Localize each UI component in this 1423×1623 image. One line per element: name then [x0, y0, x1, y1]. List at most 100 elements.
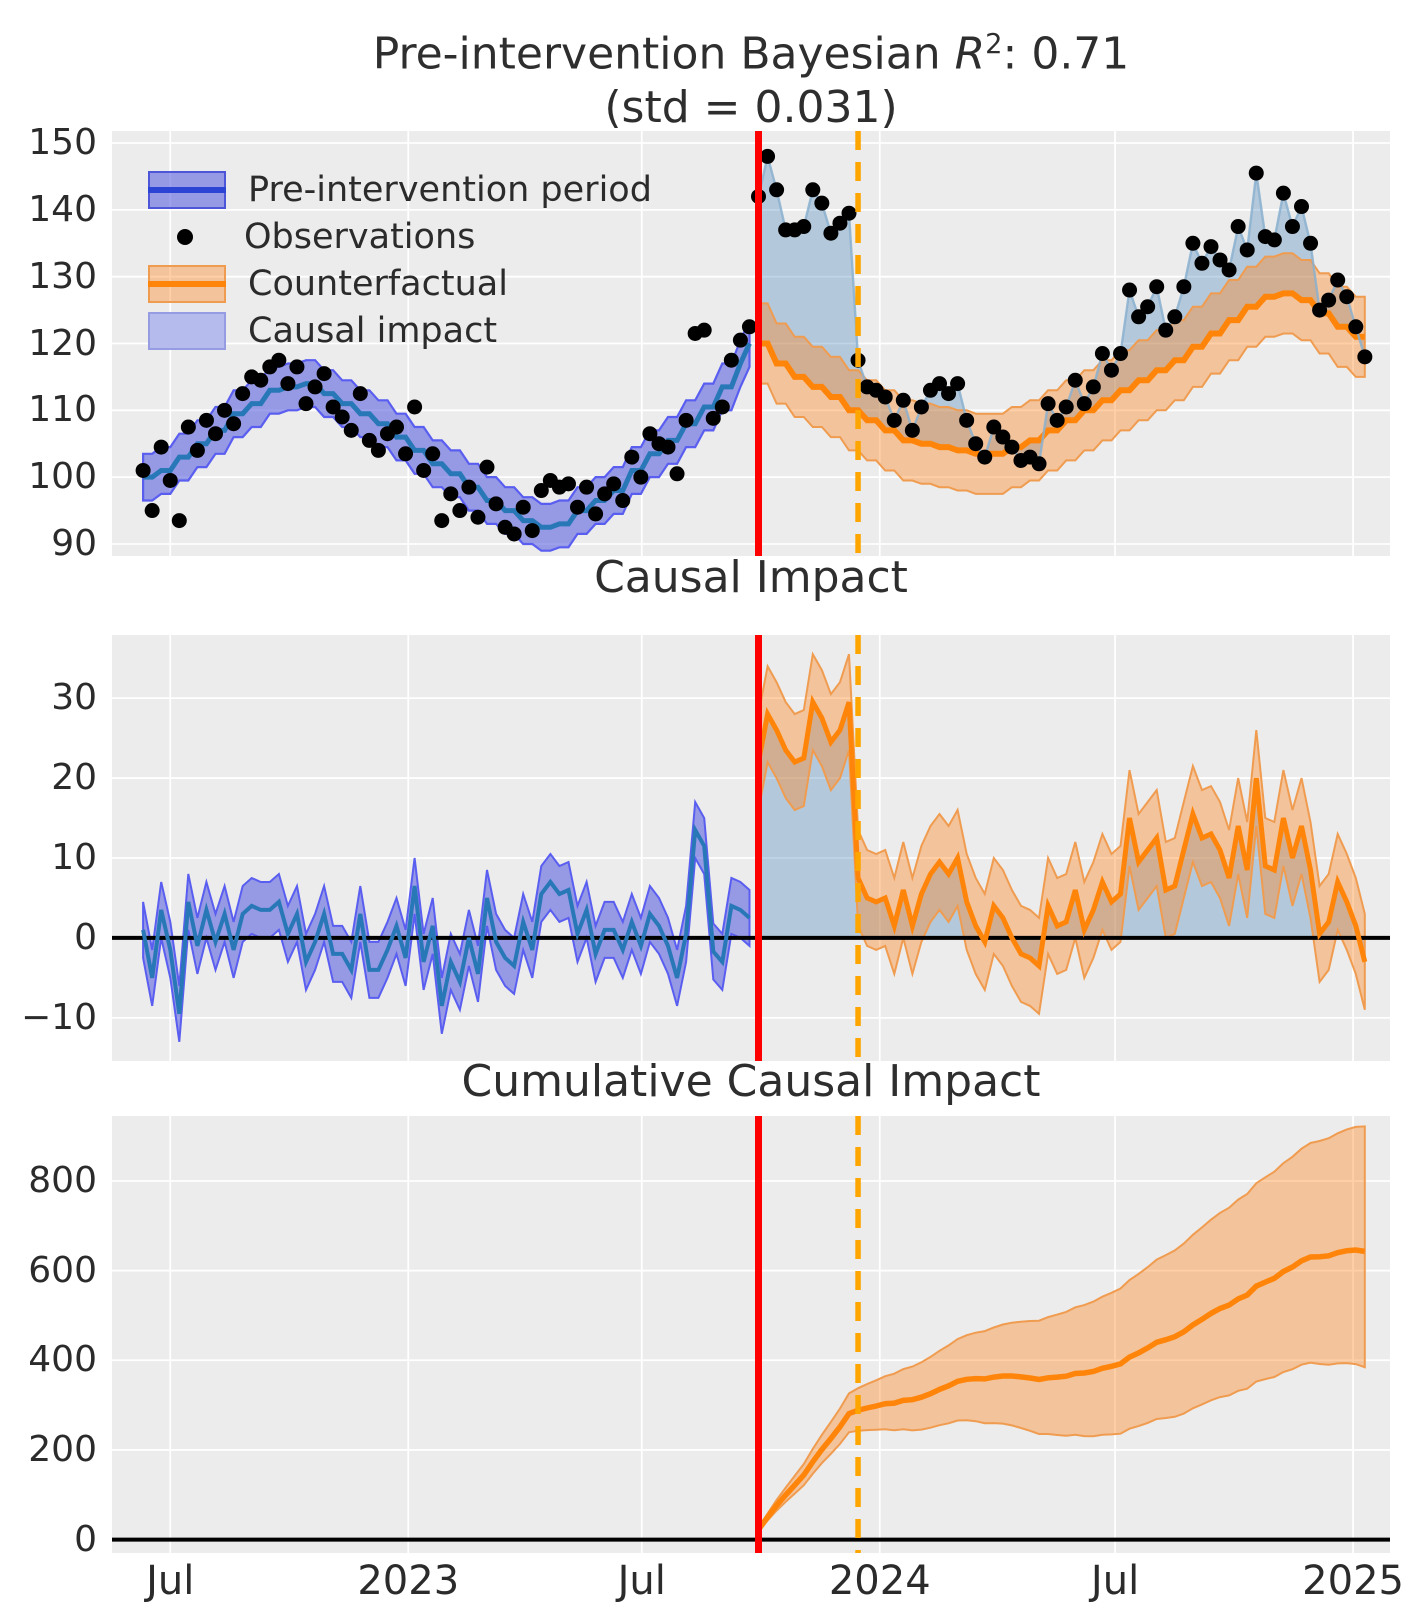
cumulative-band [757, 1125, 1366, 1535]
chart1-title-line1: Pre-intervention Bayesian R2: 0.71 [112, 18, 1390, 81]
observation-dot [1275, 185, 1291, 201]
observation-dot [678, 412, 694, 428]
observation-dot [389, 419, 404, 435]
observation-dot [1212, 252, 1228, 268]
observation-dot [1339, 289, 1355, 305]
observation-dot [877, 389, 893, 405]
observation-dot [741, 319, 757, 335]
impact-pre-line [141, 823, 751, 1015]
observation-dot [714, 399, 730, 415]
observation-dot [823, 225, 839, 241]
observations-dot-icon [148, 220, 222, 254]
observation-dot [1330, 272, 1346, 288]
y-tick-label: 20 [51, 757, 97, 799]
observation-dot [479, 459, 495, 475]
observation-dot [470, 509, 486, 525]
observation-dot [1185, 235, 1201, 251]
observation-dot [1321, 292, 1337, 308]
observation-dot [280, 376, 296, 392]
observation-dot [352, 386, 368, 402]
observation-dot [904, 422, 920, 438]
observation-dot [1040, 396, 1056, 412]
observation-dot [1122, 282, 1138, 298]
observation-dot [334, 409, 350, 425]
observation-dot [153, 439, 169, 455]
observation-dot [434, 513, 450, 529]
observation-dot [162, 472, 178, 488]
band-orange-icon [148, 264, 226, 303]
observation-dot [515, 499, 531, 515]
impact-post-line [756, 694, 1368, 971]
chart2-title: Causal Impact [594, 552, 908, 603]
observation-dot [560, 476, 576, 492]
observation-dot [1203, 239, 1219, 255]
observation-dot [1284, 219, 1300, 235]
observation-dot [796, 219, 812, 235]
legend-item-band-blue: Pre-intervention period [148, 166, 652, 213]
observation-dot [597, 486, 613, 502]
observation-dot [669, 466, 685, 482]
observation-dot [1094, 346, 1110, 362]
pre-intervention-median-line [143, 342, 752, 530]
legend-item-dot: Observations [148, 213, 652, 260]
observation-dot [316, 366, 332, 382]
x-tick-label: Jul [146, 1558, 195, 1604]
observation-dot [1049, 412, 1065, 428]
observation-dot [398, 446, 414, 462]
observation-dot [588, 506, 604, 522]
observation-dot [217, 402, 233, 418]
observation-dot [416, 462, 432, 478]
title-r-symbol: R [954, 28, 986, 80]
observation-dot [760, 148, 776, 164]
y-tick-label: 100 [28, 456, 97, 498]
observation-dot [1058, 399, 1074, 415]
impact-fill-to-zero [758, 702, 1365, 966]
observation-dot [198, 412, 214, 428]
observation-dot [1357, 349, 1373, 365]
x-tick-label: Jul [617, 1558, 666, 1604]
observation-dot [1248, 165, 1264, 181]
y-tick-label: 120 [28, 322, 97, 364]
observation-dot [253, 372, 269, 388]
observation-dot [696, 322, 712, 338]
observation-dot [189, 442, 205, 458]
y-tick-label: 600 [28, 1249, 97, 1291]
observation-dot [343, 422, 359, 438]
observation-dot [1167, 309, 1183, 325]
observation-dot [533, 483, 549, 499]
observation-dot [968, 436, 984, 452]
observation-dot [606, 476, 622, 492]
y-tick-label: 140 [28, 188, 97, 230]
observation-dot [171, 513, 187, 529]
observation-dot [361, 432, 377, 448]
observation-dot [1004, 439, 1020, 455]
observation-dot [986, 419, 1002, 435]
y-tick-label: 90 [51, 522, 97, 564]
y-tick-label: 150 [28, 122, 97, 164]
observation-dot [461, 479, 477, 495]
observation-dot [1294, 199, 1309, 215]
observation-dot [135, 462, 151, 478]
observation-dot [1076, 396, 1092, 412]
legend-item-patch-lightblue: Causal impact [148, 307, 652, 354]
observation-dot [407, 399, 423, 415]
observation-dot [1266, 232, 1282, 248]
y-tick-label: 10 [51, 836, 97, 878]
observation-dot [307, 379, 323, 395]
observation-dot [1103, 362, 1119, 378]
observation-dot [660, 439, 676, 455]
observation-dot [1085, 379, 1101, 395]
observation-dot [1303, 235, 1319, 251]
observation-dot [298, 396, 314, 412]
x-tick-label: Jul [1090, 1558, 1140, 1604]
observation-dot [959, 412, 975, 428]
title-r2-value: : 0.71 [1002, 28, 1130, 80]
observation-dot [443, 486, 459, 502]
observation-dot [1221, 262, 1237, 278]
legend: Pre-intervention period Observations Count… [148, 166, 652, 354]
observation-dot [1230, 219, 1246, 235]
observation-dot [732, 332, 748, 348]
chart1-title-line2: (std = 0.031) [604, 81, 898, 133]
observation-dot [524, 523, 540, 539]
